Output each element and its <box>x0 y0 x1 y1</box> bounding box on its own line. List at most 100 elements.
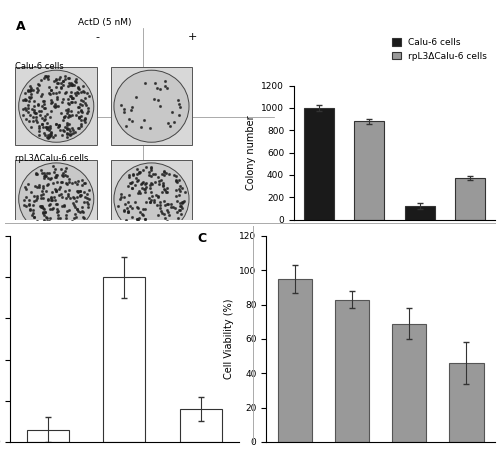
Point <box>175 101 183 108</box>
Point <box>80 116 88 124</box>
Point <box>158 207 166 215</box>
Point <box>131 198 139 205</box>
Point <box>150 96 158 103</box>
Point <box>44 182 52 189</box>
Point <box>60 114 68 121</box>
Point <box>156 85 164 92</box>
Point <box>68 92 76 100</box>
Point <box>159 183 167 190</box>
Point <box>176 202 184 210</box>
Bar <box>110 160 192 238</box>
Point <box>44 123 52 130</box>
Point <box>41 104 49 111</box>
Point <box>72 198 80 205</box>
Point <box>45 133 53 141</box>
Point <box>139 221 147 228</box>
Point <box>19 97 27 104</box>
Point <box>26 205 34 212</box>
Text: ActD (5nM): ActD (5nM) <box>367 244 422 253</box>
Point <box>138 179 145 186</box>
Point <box>139 212 147 219</box>
Point <box>74 125 82 132</box>
Point <box>29 87 37 94</box>
Point <box>65 130 73 137</box>
Point <box>82 179 90 187</box>
Point <box>54 103 62 110</box>
Point <box>36 131 44 138</box>
Point <box>74 181 82 188</box>
Point <box>70 199 78 207</box>
Point <box>86 195 94 202</box>
Point <box>174 206 182 213</box>
Point <box>30 197 38 204</box>
Point <box>70 94 78 101</box>
Point <box>50 166 58 173</box>
Point <box>56 185 64 193</box>
Point <box>126 116 134 123</box>
Point <box>52 103 60 110</box>
Point <box>83 109 91 116</box>
Point <box>62 214 70 221</box>
Point <box>42 214 50 221</box>
Point <box>126 179 134 187</box>
Point <box>39 204 47 212</box>
Point <box>77 88 85 96</box>
Point <box>147 179 155 187</box>
Point <box>148 189 156 196</box>
Point <box>72 92 80 99</box>
Point <box>32 170 40 177</box>
Point <box>124 208 132 216</box>
Point <box>141 189 149 196</box>
Point <box>64 130 72 138</box>
Point <box>44 175 52 182</box>
Point <box>25 201 33 208</box>
Point <box>38 194 46 201</box>
Point <box>74 86 82 93</box>
Point <box>30 214 38 221</box>
Point <box>170 205 178 212</box>
Point <box>59 172 67 179</box>
Point <box>66 194 74 202</box>
Point <box>58 77 66 84</box>
Point <box>50 169 58 176</box>
Point <box>166 170 173 177</box>
Point <box>55 76 63 83</box>
Point <box>65 206 73 213</box>
Point <box>180 198 188 205</box>
Point <box>74 188 82 195</box>
Point <box>68 80 76 87</box>
Point <box>54 80 62 87</box>
Point <box>20 196 28 203</box>
Point <box>26 200 34 207</box>
Point <box>164 119 172 126</box>
Point <box>132 174 140 181</box>
Point <box>34 101 42 109</box>
Point <box>175 191 183 198</box>
Point <box>72 187 80 194</box>
Point <box>84 108 92 115</box>
Bar <box>278 279 312 442</box>
Point <box>62 165 70 172</box>
Point <box>40 174 48 181</box>
Point <box>178 200 186 207</box>
Point <box>128 184 136 191</box>
Point <box>179 198 187 206</box>
Point <box>72 76 80 83</box>
Point <box>74 89 82 96</box>
Point <box>42 172 50 179</box>
Point <box>46 130 54 138</box>
Point <box>148 163 156 170</box>
Point <box>52 83 60 90</box>
Point <box>63 180 71 187</box>
Point <box>48 196 56 203</box>
Point <box>174 97 182 104</box>
Point <box>64 74 72 81</box>
Point <box>140 206 148 213</box>
Point <box>74 104 82 111</box>
Point <box>30 220 38 227</box>
Point <box>42 131 50 138</box>
Point <box>58 193 66 201</box>
Point <box>64 95 72 102</box>
Point <box>84 194 92 202</box>
Point <box>158 210 166 217</box>
